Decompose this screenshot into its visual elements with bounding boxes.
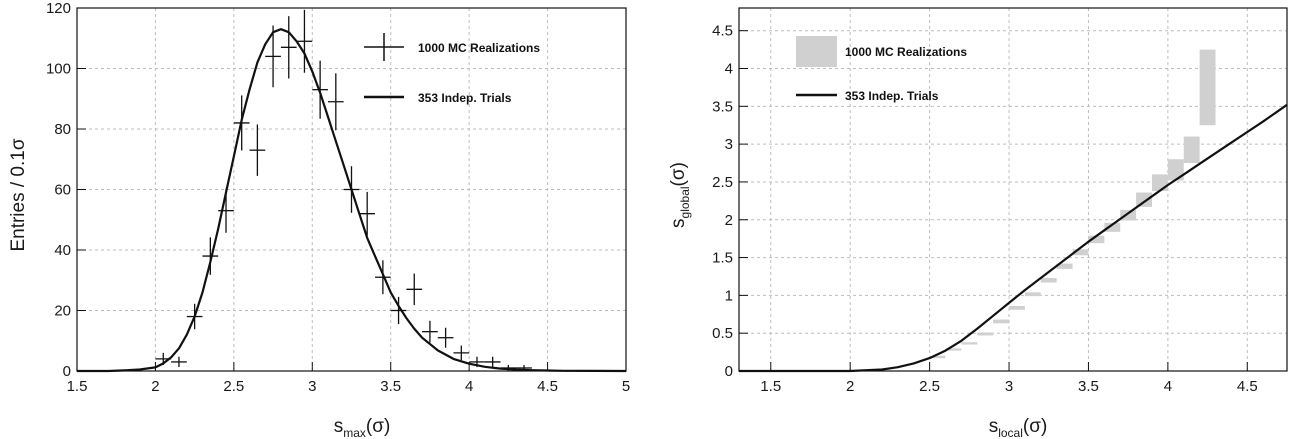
left-legend-entry-mc: 1000 MC Realizations <box>364 33 540 61</box>
y-tick-label: 1.5 <box>712 250 733 267</box>
x-tick-label: 1.5 <box>760 378 781 395</box>
x-tick-label: 3 <box>1005 378 1013 395</box>
x-tick-label: 2.5 <box>223 378 244 395</box>
band-bin <box>993 319 1010 324</box>
band-bin <box>1151 174 1168 192</box>
x-tick-label: 1.5 <box>67 378 88 395</box>
left-chart: 1.5 2 2.5 3 3.5 4 4.5 5 0 20 40 60 80 100 120 1000 MC … <box>8 0 630 439</box>
band-bin <box>945 348 962 351</box>
band-bin <box>1040 277 1057 283</box>
band-bin <box>1104 222 1121 232</box>
y-tick-label: 3.5 <box>712 98 733 115</box>
legend-label-mc: 1000 MC Realizations <box>418 41 540 55</box>
y-tick-label: 0 <box>725 363 733 380</box>
x-tick-label: 3 <box>308 378 316 395</box>
y-tick-label: 40 <box>54 242 71 259</box>
right-plot-area: 1.5 2 2.5 3 3.5 4 4.5 0 0.5 1 1.5 2 2.5 3 3.5 4 4.5 <box>712 7 1288 395</box>
x-tick-label: 4.5 <box>537 378 558 395</box>
band-bin <box>1024 292 1041 297</box>
right-ticks: 1.5 2 2.5 3 3.5 4 4.5 0 0.5 1 1.5 2 2.5 3 3.5 4 4.5 <box>712 23 1258 395</box>
left-legend-entry-trials: 353 Indep. Trials <box>364 91 512 105</box>
y-tick-label: 1 <box>725 287 733 304</box>
y-tick-label: 4.5 <box>712 23 733 40</box>
x-tick-label: 4.5 <box>1237 378 1258 395</box>
y-tick-label: 3 <box>725 136 733 153</box>
right-legend-label-trials: 353 Indep. Trials <box>845 89 939 103</box>
x-tick-label: 3.5 <box>1078 378 1099 395</box>
left-legend: 1000 MC Realizations 353 Indep. Trials <box>364 33 540 105</box>
band-bin <box>1199 49 1216 126</box>
left-x-axis-title: smax(σ) <box>334 416 391 439</box>
y-tick-label: 2.5 <box>712 174 733 191</box>
band-bin <box>929 355 946 359</box>
left-marks <box>77 9 627 373</box>
y-tick-label: 20 <box>54 303 71 320</box>
right-marks <box>739 49 1288 373</box>
right-x-axis-title: slocal(σ) <box>989 416 1048 439</box>
x-tick-label: 4 <box>1164 378 1172 395</box>
y-tick-label: 60 <box>54 182 71 199</box>
y-tick-label: 4 <box>725 61 733 78</box>
curve-line <box>739 103 1288 373</box>
y-tick-label: 0 <box>63 363 71 380</box>
left-y-axis-title: Entries / 0.1σ <box>8 138 29 251</box>
y-tick-label: 120 <box>46 0 71 17</box>
x-tick-label: 5 <box>622 378 630 395</box>
left-ticks: 1.5 2 2.5 3 3.5 4 4.5 5 0 20 40 60 80 100 120 <box>46 0 630 395</box>
x-tick-label: 3.5 <box>380 378 401 395</box>
band-bin <box>1120 209 1137 221</box>
x-tick-label: 4 <box>465 378 473 395</box>
band-bin <box>961 342 978 345</box>
x-tick-label: 2 <box>846 378 854 395</box>
band-bin <box>977 332 994 336</box>
band-bin <box>1183 136 1200 164</box>
y-tick-label: 0.5 <box>712 325 733 342</box>
right-legend: 1000 MC Realizations 353 Indep. Trials <box>796 36 967 103</box>
legend-label-trials: 353 Indep. Trials <box>418 91 512 105</box>
y-tick-label: 100 <box>46 61 71 78</box>
legend-band-icon <box>796 36 837 67</box>
band-bin <box>1136 192 1152 207</box>
band-bin <box>1072 249 1089 256</box>
band-bin <box>1009 305 1025 310</box>
left-plot-area: 1.5 2 2.5 3 3.5 4 4.5 5 0 20 40 60 80 100 120 <box>46 0 630 395</box>
y-tick-label: 80 <box>54 121 71 138</box>
band-bin <box>1088 235 1105 244</box>
y-tick-label: 2 <box>725 212 733 229</box>
right-chart: 1.5 2 2.5 3 3.5 4 4.5 0 0.5 1 1.5 2 2.5 3 3.5 4 4.5 1000… <box>668 7 1288 439</box>
right-plot-frame <box>738 7 1288 372</box>
x-tick-label: 2.5 <box>919 378 940 395</box>
band-bin <box>1167 159 1184 181</box>
band-bin <box>1056 263 1073 269</box>
right-y-axis-title: sglobal(σ) <box>668 162 692 228</box>
right-legend-label-mc: 1000 MC Realizations <box>845 45 967 59</box>
curve-line <box>77 28 627 373</box>
x-tick-label: 2 <box>151 378 159 395</box>
